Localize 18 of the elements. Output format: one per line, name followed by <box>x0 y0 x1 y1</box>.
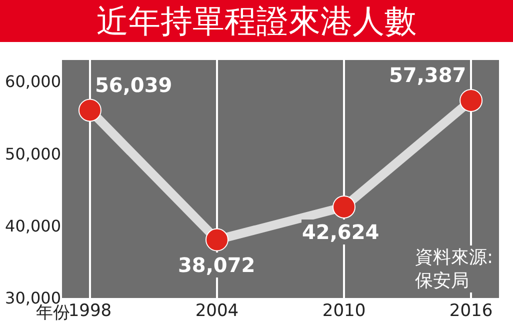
point <box>332 195 356 218</box>
text: 57,387 <box>389 63 466 87</box>
point <box>78 98 102 122</box>
y-tick-label: 50,000 <box>5 144 61 164</box>
point <box>205 228 228 252</box>
annotation: 資料來源: 保安局 <box>415 247 494 292</box>
x-tick-label: 2010 <box>322 301 366 321</box>
x-axis-title: 年份 <box>36 303 70 322</box>
point <box>460 88 483 112</box>
y-tick-label: 60,000 <box>5 72 61 92</box>
chart-title: 近年持單程證來港人數 <box>0 0 513 42</box>
text: 56,039 <box>95 73 172 97</box>
x-tick-label: 2004 <box>195 301 239 321</box>
x-tick-label: 1998 <box>68 301 112 321</box>
text: 42,624 <box>302 220 380 244</box>
text: 38,072 <box>178 253 256 277</box>
y-tick-label: 40,000 <box>5 216 61 236</box>
x-tick-label: 2016 <box>449 301 493 321</box>
